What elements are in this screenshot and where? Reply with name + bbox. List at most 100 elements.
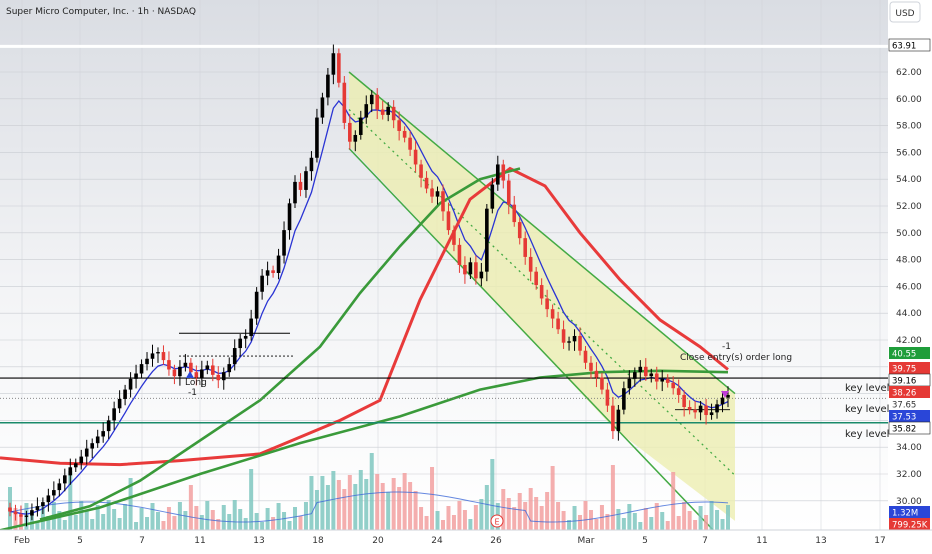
volume-bar — [413, 491, 418, 530]
price-badge: 40.55 — [889, 347, 930, 360]
candle-body — [528, 256, 533, 272]
candle-body — [490, 184, 495, 209]
long-label: Long — [185, 378, 207, 388]
candle-body — [693, 409, 697, 413]
volume-bar — [342, 489, 347, 530]
slow-ma-red-line — [0, 166, 729, 467]
candle-body — [726, 394, 730, 398]
volume-bar — [150, 503, 155, 530]
candle-body — [63, 475, 67, 484]
candle-body — [123, 389, 127, 399]
candle-body — [665, 378, 670, 383]
volume-bar — [260, 522, 265, 530]
volume-bar — [314, 490, 319, 530]
close-qty: -1 — [722, 342, 731, 352]
volume-bar — [238, 509, 243, 530]
volume-bar — [479, 499, 484, 530]
candle-body — [402, 130, 407, 138]
chart-title: Super Micro Computer, Inc. · 1h · NASDAQ — [6, 7, 196, 17]
volume-bar — [523, 502, 528, 530]
volume-bar — [583, 501, 588, 530]
volume-bar — [271, 517, 276, 530]
x-tick-label: Feb — [14, 536, 30, 546]
price-badge-value: 799.25K — [892, 521, 928, 531]
candle-body — [720, 397, 725, 405]
currency-label: USD — [895, 9, 914, 19]
ma-long-green-line — [0, 369, 729, 532]
time-axis[interactable]: Feb 5 7 11 13 18 20 24 26 Mar 5 7 11 13 17 — [0, 529, 932, 550]
price-badge-value: 1.32M — [892, 509, 918, 519]
volume-bar — [567, 520, 572, 530]
candle-body — [501, 164, 506, 181]
candle-body — [84, 448, 89, 457]
volume-bar — [298, 516, 303, 530]
candle-body — [589, 362, 593, 371]
price-axis[interactable]: 30.0032.0034.0036.0038.0040.0042.0044.00… — [888, 24, 932, 531]
candle-body — [446, 211, 451, 231]
y-tick-label: 62.00 — [896, 68, 922, 78]
volume-bar — [517, 493, 522, 530]
x-tick-label: 18 — [312, 536, 324, 546]
long-entry-arrow — [186, 371, 194, 378]
x-tick-label: 13 — [815, 536, 826, 546]
candle-body — [139, 364, 144, 374]
price-badge: 37.65 — [889, 398, 930, 411]
currency-button[interactable]: USD — [889, 1, 921, 23]
candle-body — [243, 335, 248, 339]
candle-body — [167, 360, 171, 370]
candle-body — [704, 405, 708, 416]
candle-body — [424, 177, 429, 189]
volume-bar — [649, 517, 654, 530]
candle-body — [348, 122, 352, 142]
candle-body — [457, 244, 462, 265]
earnings-marker[interactable]: E — [490, 514, 504, 528]
volume-bar — [325, 485, 330, 530]
volume-bar — [676, 516, 681, 530]
candle-body — [539, 285, 544, 299]
candle-body — [413, 149, 418, 165]
volume-bars — [8, 453, 730, 530]
price-badge-value: 35.82 — [892, 425, 916, 435]
volume-bar — [632, 513, 637, 530]
volume-bar — [353, 484, 358, 530]
candle-body — [578, 335, 582, 351]
candle-body — [430, 188, 434, 197]
price-badge-value: 63.91 — [892, 42, 916, 52]
candle-body — [68, 467, 73, 476]
volume-bar — [112, 509, 117, 530]
volume-bar — [610, 465, 615, 530]
candle-body — [254, 291, 259, 319]
volume-average-line — [9, 491, 729, 523]
volume-bar — [249, 469, 254, 530]
volume-bar — [90, 519, 95, 530]
volume-bar — [462, 510, 467, 530]
volume-bar — [709, 501, 714, 530]
candle-body — [13, 511, 18, 515]
volume-bar — [303, 502, 308, 530]
volume-bar — [172, 516, 177, 530]
volume-bar — [216, 519, 221, 530]
candles — [8, 44, 730, 527]
price-badge-bg — [889, 398, 930, 410]
price-badge: 38.26 — [889, 386, 930, 399]
volume-bar — [594, 519, 599, 530]
volume-bar — [177, 502, 182, 530]
candle-body — [419, 164, 423, 178]
volume-bar — [726, 505, 730, 530]
price-axis-bg — [888, 24, 932, 530]
volume-bar — [424, 516, 429, 530]
price-badge-bg — [888, 421, 931, 435]
candle-body — [397, 120, 401, 131]
candle-body — [189, 362, 193, 373]
x-tick-label: 11 — [756, 536, 767, 546]
volume-bar — [188, 485, 193, 530]
candle-body — [227, 364, 232, 373]
volume-bar — [638, 522, 643, 530]
candle-body — [671, 382, 675, 389]
candle-body — [523, 238, 528, 257]
candle-body — [654, 373, 659, 382]
volume-bar — [183, 511, 188, 530]
y-tick-label: 60.00 — [896, 95, 922, 105]
